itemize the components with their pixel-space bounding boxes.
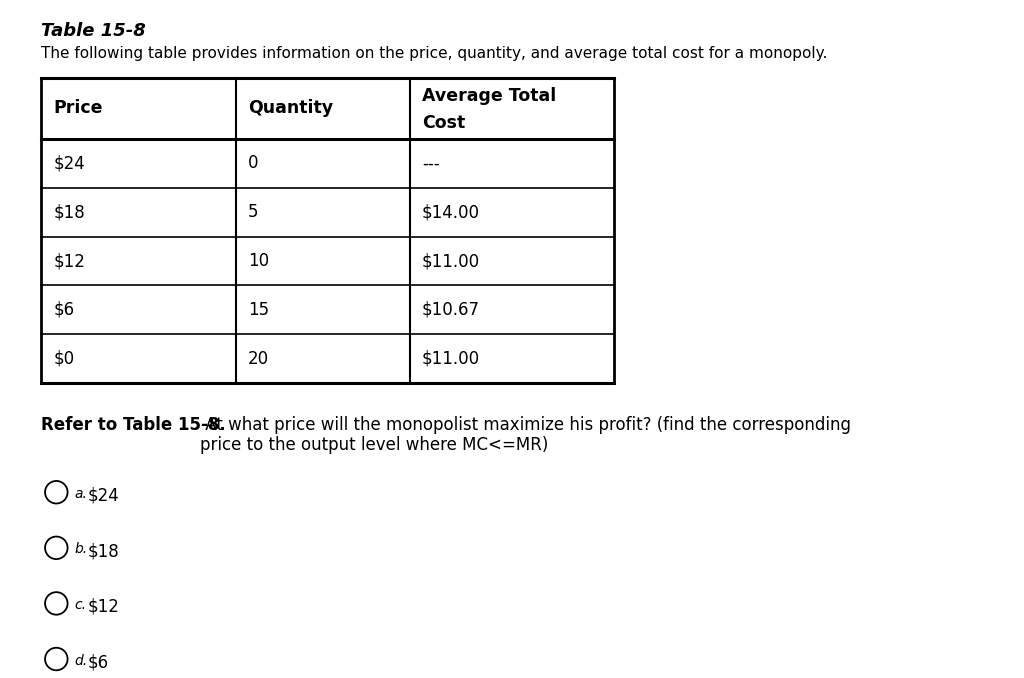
- Text: 20: 20: [248, 350, 269, 367]
- Text: $24: $24: [88, 487, 120, 505]
- Text: $6: $6: [53, 301, 75, 319]
- Text: 0: 0: [248, 155, 258, 172]
- Text: Price: Price: [53, 100, 102, 117]
- Text: $12: $12: [53, 252, 85, 270]
- Text: $10.67: $10.67: [422, 301, 480, 319]
- Text: Table 15-8: Table 15-8: [41, 22, 145, 40]
- Text: $18: $18: [88, 542, 120, 561]
- Text: $6: $6: [88, 654, 110, 672]
- Text: $12: $12: [88, 598, 120, 616]
- Text: c.: c.: [75, 598, 87, 612]
- Text: At what price will the monopolist maximize his profit? (find the corresponding
p: At what price will the monopolist maximi…: [200, 416, 851, 454]
- Text: The following table provides information on the price, quantity, and average tot: The following table provides information…: [41, 46, 827, 61]
- Text: d.: d.: [75, 654, 88, 668]
- Text: 5: 5: [248, 203, 258, 221]
- Text: $18: $18: [53, 203, 85, 221]
- Text: b.: b.: [75, 542, 88, 557]
- Text: ---: ---: [422, 155, 439, 172]
- Text: 10: 10: [248, 252, 269, 270]
- Text: a.: a.: [75, 487, 88, 501]
- Text: $14.00: $14.00: [422, 203, 480, 221]
- Text: Cost: Cost: [422, 115, 465, 132]
- Text: Refer to Table 15-8.: Refer to Table 15-8.: [41, 416, 225, 434]
- Text: Average Total: Average Total: [422, 87, 556, 105]
- Text: $11.00: $11.00: [422, 252, 480, 270]
- Text: $0: $0: [53, 350, 75, 367]
- Text: Quantity: Quantity: [248, 100, 333, 117]
- Text: $24: $24: [53, 155, 85, 172]
- Text: $11.00: $11.00: [422, 350, 480, 367]
- Text: 15: 15: [248, 301, 269, 319]
